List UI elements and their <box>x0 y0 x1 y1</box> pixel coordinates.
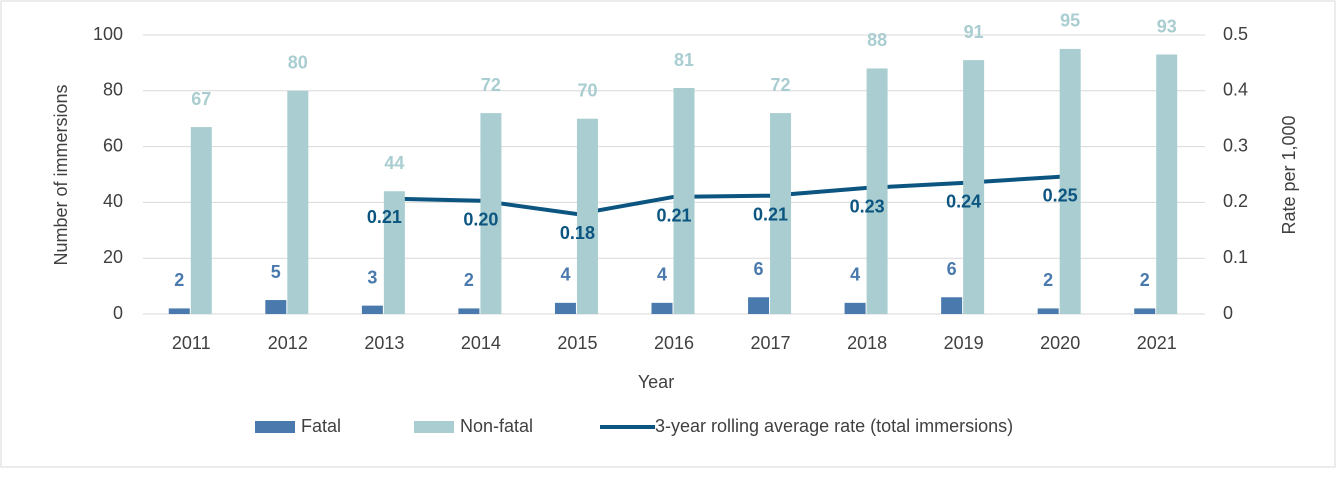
legend-label: 3-year rolling average rate (total immer… <box>655 416 1013 436</box>
data-label: 72 <box>771 75 791 95</box>
bar <box>1156 54 1178 314</box>
bar <box>458 308 480 314</box>
data-label: 0.23 <box>850 197 885 217</box>
bar <box>963 60 985 314</box>
data-label: 6 <box>754 259 764 279</box>
data-label: 2 <box>174 270 184 290</box>
y2-axis-title: Rate per 1,000 <box>1279 115 1299 234</box>
x-tick-label: 2014 <box>461 333 501 353</box>
y2-tick-label: 0.3 <box>1223 135 1248 155</box>
data-label: 81 <box>674 50 694 70</box>
data-label: 5 <box>271 262 281 282</box>
legend-swatch <box>414 421 454 433</box>
y-tick-label: 0 <box>113 303 123 323</box>
bar <box>190 127 212 314</box>
y-axis-title: Number of immersions <box>51 84 71 265</box>
y2-tick-label: 0.5 <box>1223 24 1248 44</box>
legend-label: Non-fatal <box>460 416 533 436</box>
y2-tick-label: 0 <box>1223 303 1233 323</box>
data-label: 70 <box>577 80 597 100</box>
x-tick-label: 2020 <box>1040 333 1080 353</box>
x-tick-label: 2012 <box>268 333 308 353</box>
bar <box>1059 48 1081 314</box>
data-label: 44 <box>384 153 404 173</box>
data-label: 88 <box>867 30 887 50</box>
bar <box>866 68 888 314</box>
bar <box>480 113 502 315</box>
bar <box>361 305 383 314</box>
bar <box>673 88 695 314</box>
data-label: 4 <box>560 265 570 285</box>
y-tick-label: 20 <box>103 247 123 267</box>
data-label: 80 <box>288 53 308 73</box>
bar <box>1134 308 1156 314</box>
data-label: 95 <box>1060 11 1080 31</box>
x-axis-title: Year <box>638 372 674 392</box>
bar <box>1037 308 1059 314</box>
data-label: 0.18 <box>560 223 595 243</box>
y2-tick-label: 0.4 <box>1223 80 1248 100</box>
chart-border <box>0 0 1336 468</box>
data-label: 91 <box>964 22 984 42</box>
data-label: 67 <box>191 89 211 109</box>
bar <box>383 191 405 314</box>
data-label: 4 <box>850 265 860 285</box>
data-label: 0.21 <box>656 206 691 226</box>
y-tick-label: 80 <box>103 80 123 100</box>
x-tick-label: 2016 <box>654 333 694 353</box>
x-tick-label: 2019 <box>944 333 984 353</box>
bar <box>844 302 866 314</box>
bar <box>554 302 576 314</box>
data-label: 2 <box>1140 270 1150 290</box>
data-label: 2 <box>1043 270 1053 290</box>
bar <box>770 113 792 315</box>
data-label: 0.25 <box>1043 185 1078 205</box>
y-tick-label: 60 <box>103 135 123 155</box>
x-tick-label: 2013 <box>364 333 404 353</box>
y-tick-label: 100 <box>93 24 123 44</box>
data-label: 0.21 <box>367 207 402 227</box>
bar <box>941 297 963 314</box>
bar <box>576 118 598 314</box>
x-tick-label: 2015 <box>557 333 597 353</box>
bar <box>651 302 673 314</box>
x-tick-label: 2018 <box>847 333 887 353</box>
data-label: 4 <box>657 265 667 285</box>
data-label: 0.20 <box>463 209 498 229</box>
data-label: 3 <box>367 267 377 287</box>
data-label: 72 <box>481 75 501 95</box>
data-label: 93 <box>1157 16 1177 36</box>
bar <box>748 297 770 314</box>
legend-label: Fatal <box>301 416 341 436</box>
bar <box>168 308 190 314</box>
x-tick-label: 2021 <box>1137 333 1177 353</box>
y2-tick-label: 0.2 <box>1223 191 1248 211</box>
legend-swatch <box>255 421 295 433</box>
y2-tick-label: 0.1 <box>1223 247 1248 267</box>
x-tick-label: 2017 <box>751 333 791 353</box>
data-label: 6 <box>947 259 957 279</box>
x-tick-label: 2011 <box>172 333 211 353</box>
bar <box>287 90 309 314</box>
data-label: 2 <box>464 270 474 290</box>
bar <box>265 300 287 314</box>
y-tick-label: 40 <box>103 191 123 211</box>
data-label: 0.21 <box>753 204 788 224</box>
data-label: 0.24 <box>946 192 981 212</box>
